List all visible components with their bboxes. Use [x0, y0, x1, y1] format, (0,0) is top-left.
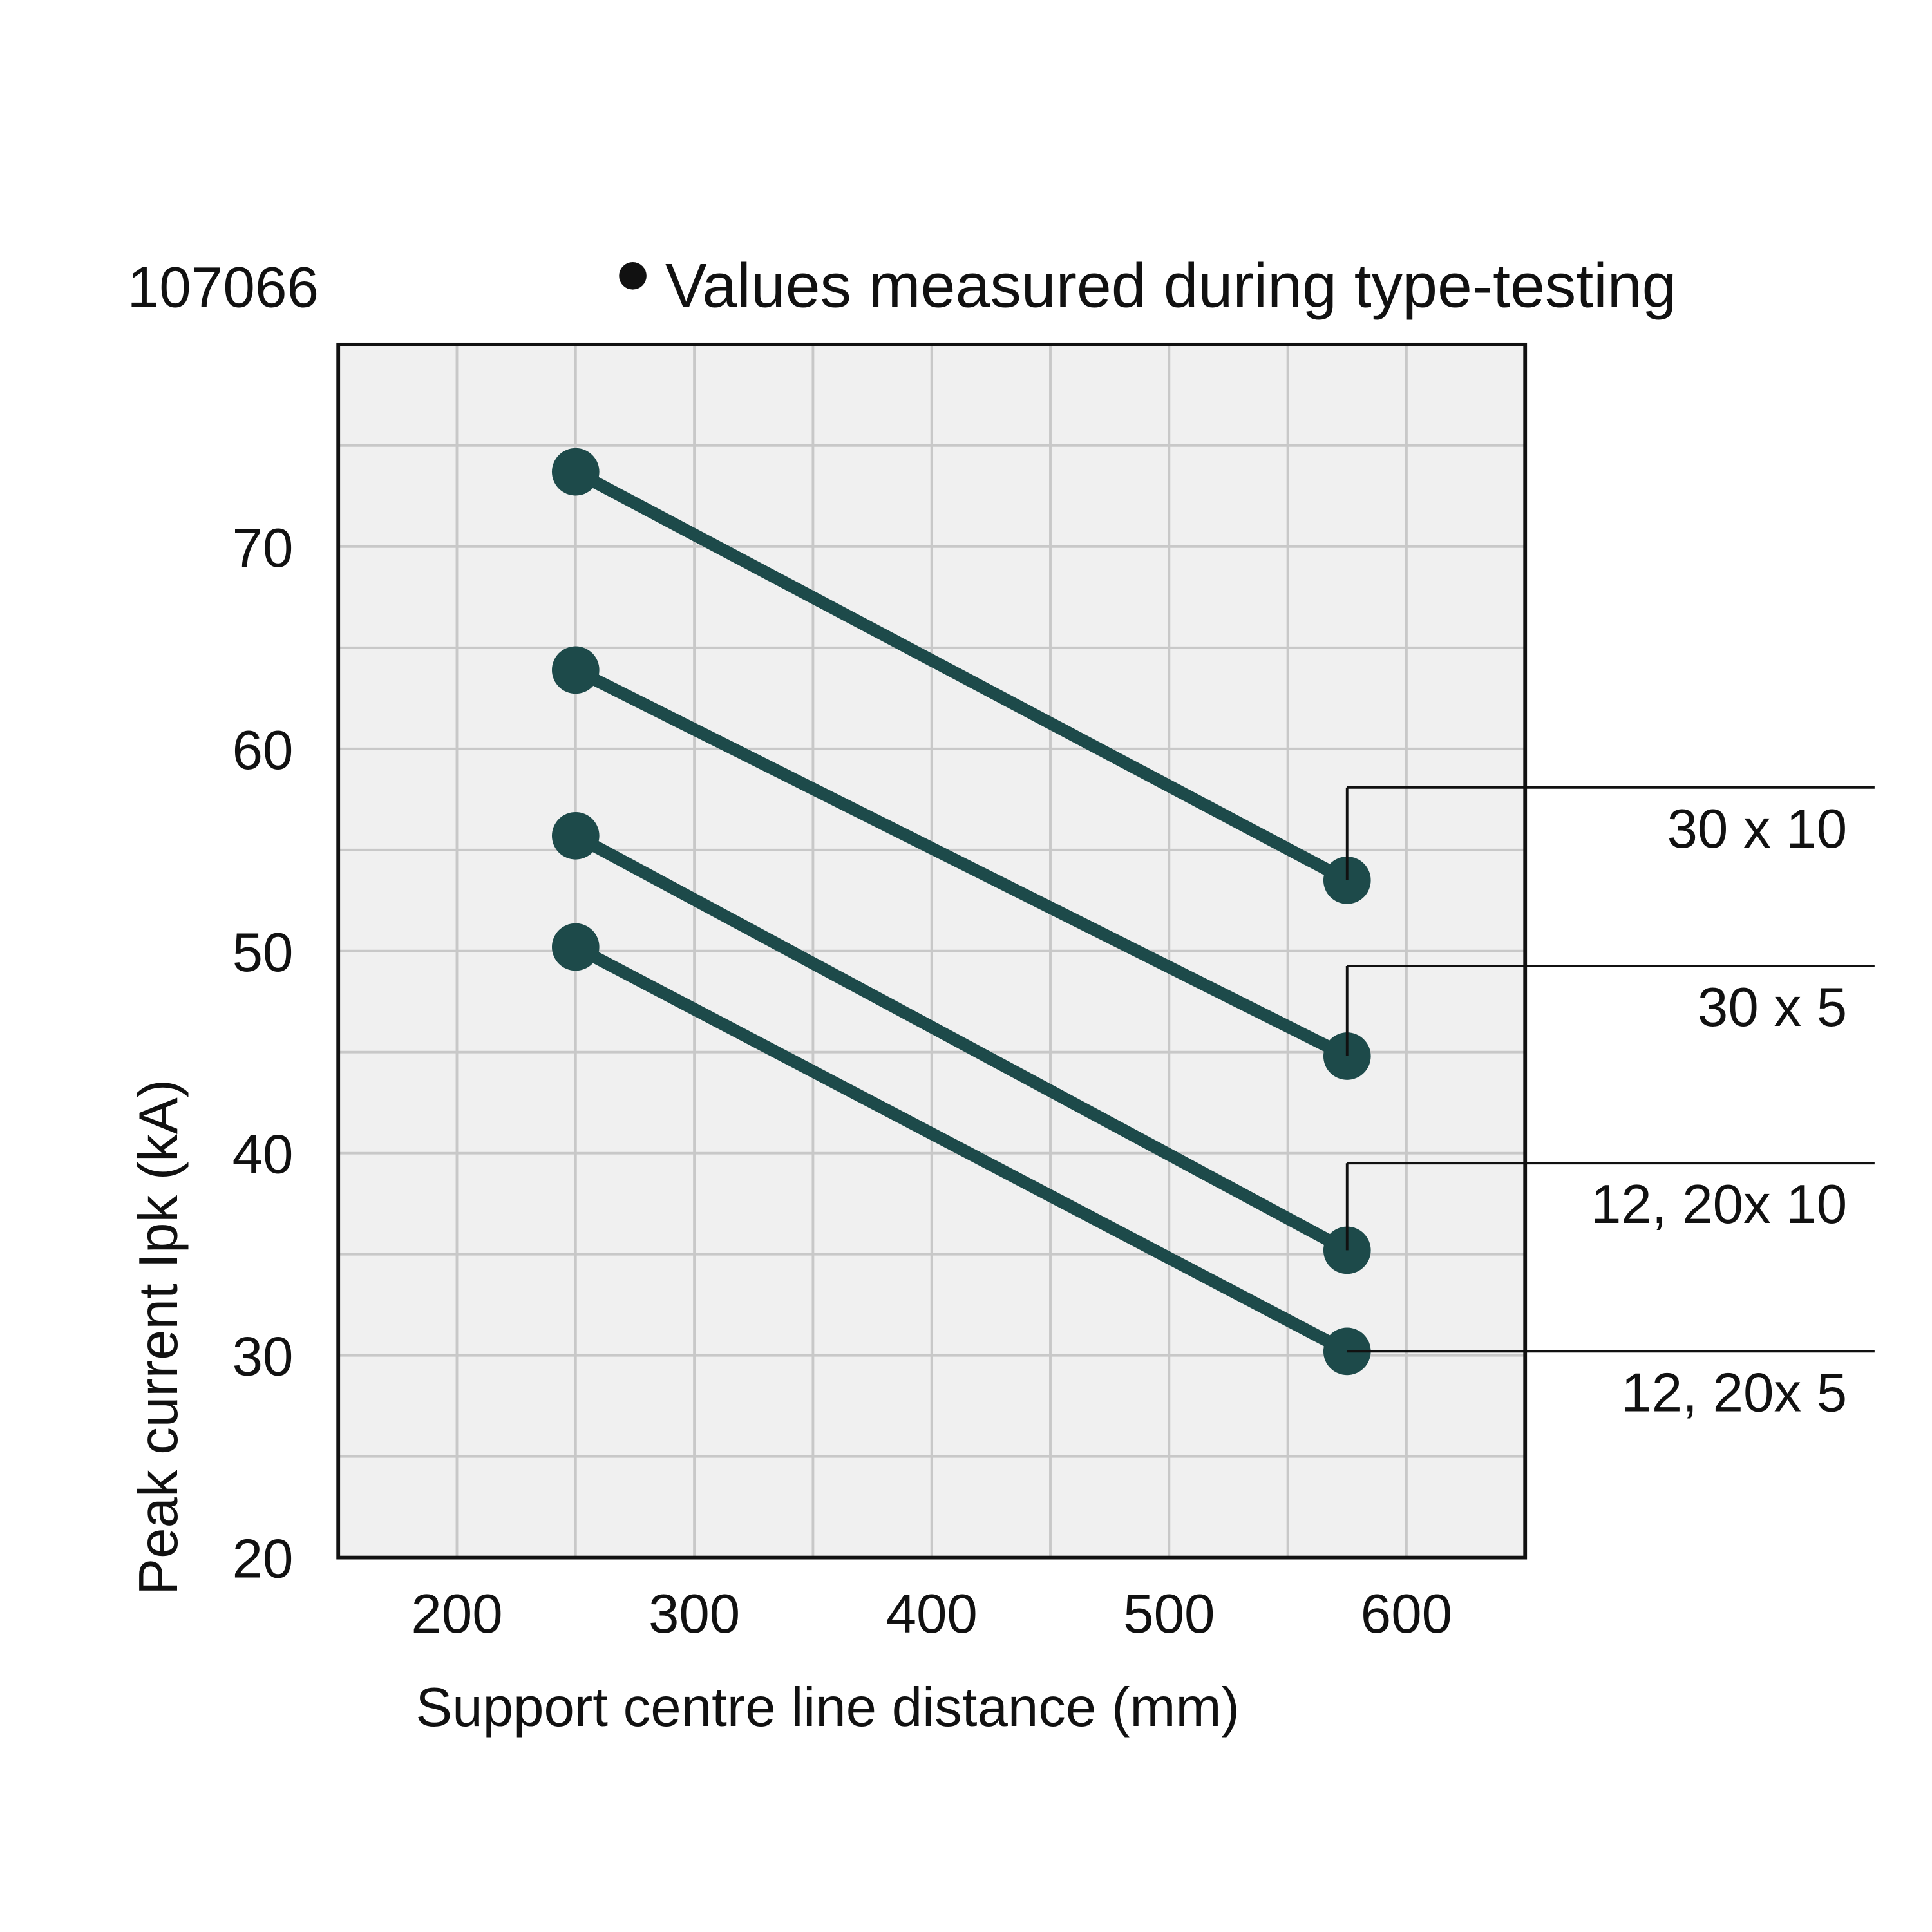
- series-label: 30 x 5: [1698, 977, 1847, 1038]
- series-line: [573, 466, 1350, 886]
- series-line: [573, 830, 1350, 1256]
- series-line: [573, 664, 1350, 1062]
- y-tick-label: 60: [232, 720, 294, 781]
- y-tick-label: 20: [232, 1529, 294, 1590]
- y-tick-label: 70: [232, 518, 294, 579]
- x-tick-label: 500: [1123, 1584, 1215, 1645]
- data-point: [551, 646, 600, 694]
- figure-id: 107066: [128, 255, 319, 319]
- y-axis-label: Peak current Ipk (kA): [128, 1079, 189, 1595]
- x-tick-label: 600: [1361, 1584, 1452, 1645]
- x-tick-label: 200: [411, 1584, 502, 1645]
- legend-marker: [619, 261, 647, 290]
- y-tick-label: 50: [232, 922, 294, 983]
- series-labels: 30 x 10 30 x 5 12, 20x 10 12, 20x 5: [1345, 786, 1875, 1423]
- series-line: [573, 941, 1350, 1357]
- plot-frame: [336, 342, 1528, 1560]
- tick-labels: 200 300 400 500 600 20 30 40 50 60 70: [232, 518, 1452, 1645]
- series-label: 12, 20x 5: [1621, 1362, 1847, 1423]
- y-tick-label: 30: [232, 1327, 294, 1388]
- x-axis-label: Support centre line distance (mm): [415, 1677, 1240, 1738]
- x-tick-label: 300: [649, 1584, 740, 1645]
- legend-text: Values measured during type-testing: [665, 251, 1677, 321]
- data-point: [551, 923, 600, 971]
- data-point: [551, 448, 600, 496]
- x-tick-label: 400: [886, 1584, 978, 1645]
- series-label: 30 x 10: [1667, 799, 1848, 860]
- y-tick-label: 40: [232, 1124, 294, 1186]
- series-label: 12, 20x 10: [1591, 1174, 1847, 1235]
- series-group: [551, 448, 1371, 1376]
- data-point: [551, 811, 600, 860]
